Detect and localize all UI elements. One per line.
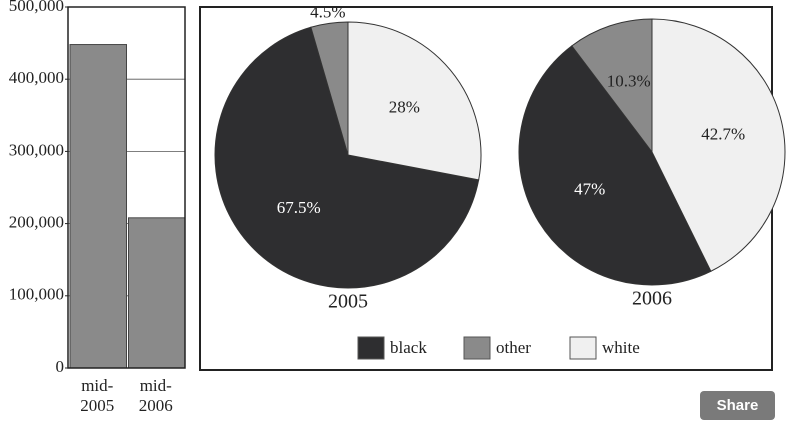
pie-slice [518,45,712,286]
plot-frame [67,6,186,369]
y-tick-label: 100,000 [9,285,64,304]
legend-label: black [390,338,427,357]
legend-label: other [496,338,531,357]
bar [128,217,186,369]
legend-label: white [602,338,640,357]
x-tick-label: mid- 2006 [138,376,173,415]
y-tick-label: 200,000 [9,213,64,232]
legend-swatch [463,336,491,360]
share-button[interactable]: Share [700,391,775,420]
slice-label: 10.3% [607,72,651,91]
legend-swatch [357,336,385,360]
slice-label: 67.5% [277,198,321,217]
slice-label: 4.5% [310,2,345,21]
y-tick-label: 300,000 [9,140,64,159]
pie-slice [651,18,786,272]
pie-title: 2005 [328,291,368,313]
y-tick-label: 500,000 [9,0,64,15]
y-tick-label: 0 [56,357,65,376]
slice-label: 42.7% [701,124,745,143]
slice-label: 28% [389,97,420,116]
y-tick-label: 400,000 [9,68,64,87]
slice-label: 47% [574,179,605,198]
bar [69,44,127,369]
legend-swatch [569,336,597,360]
pie-slice [214,26,480,289]
pie-slice [571,18,653,154]
pie-title: 2006 [632,288,672,310]
x-tick-label: mid- 2005 [80,376,115,415]
pie-slice [347,21,482,181]
